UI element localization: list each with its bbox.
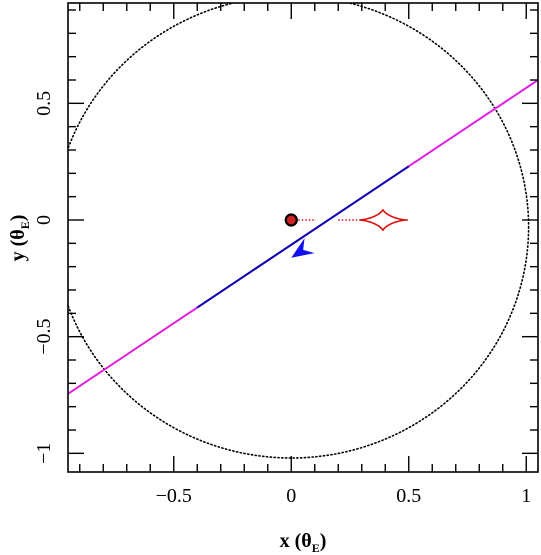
axis-ticks [68,3,538,472]
x-tick-label-2: 0.5 [396,485,421,507]
caustics [291,209,409,231]
y-tick-label-0: −1 [33,443,55,464]
critical-curve-line [68,3,530,459]
x-axis-label: x (θE) [280,530,327,555]
y-tick-label-2: 0 [33,215,55,225]
lens-marker-0 [284,213,298,227]
direction-arrow [291,238,315,258]
lens-markers [284,213,298,227]
x-tick-label-3: 1 [521,485,531,507]
tick-labels: −0.5 0 0.5 1 −1 −0.5 0 0.5 [33,91,531,507]
x-tick-label-1: 0 [286,485,296,507]
caustic-astroid [359,209,407,231]
trajectory-inner-line [196,165,410,309]
critical-curve [68,3,530,459]
source-trajectory [68,79,538,395]
plot-frame [67,2,539,473]
y-tick-label-3: 0.5 [33,91,55,116]
y-tick-label-1: −0.5 [33,319,55,355]
plot-frame-rect [67,2,539,473]
y-axis-label: y (θE) [7,215,32,262]
x-tick-label-0: −0.5 [156,485,192,507]
